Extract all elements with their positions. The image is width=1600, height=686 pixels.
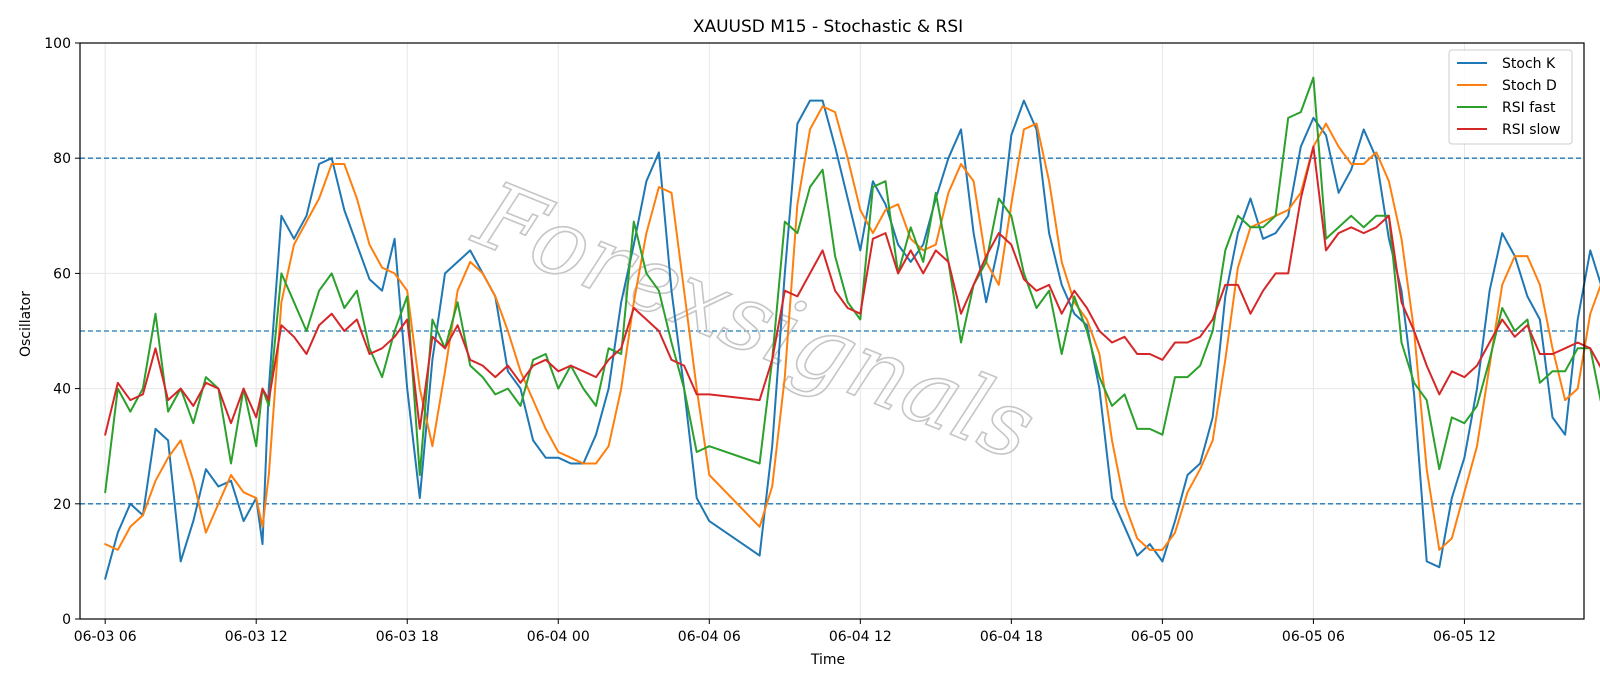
x-tick-label: 06-03 12: [225, 629, 288, 645]
y-tick-label: 0: [62, 612, 71, 628]
legend-label: RSI fast: [1502, 100, 1556, 116]
legend-label: Stoch D: [1502, 78, 1557, 94]
x-tick-label: 06-04 00: [527, 629, 590, 645]
y-tick-label: 40: [53, 382, 71, 398]
x-axis-label: Time: [810, 652, 845, 668]
y-tick-label: 20: [53, 497, 71, 513]
y-axis-ticks: 0 20 40 60 80 100: [44, 36, 80, 628]
series-line: [104, 145, 1600, 436]
legend-label: Stoch K: [1502, 56, 1556, 72]
x-tick-label: 06-05 12: [1433, 629, 1496, 645]
x-tick-label: 06-04 18: [980, 629, 1043, 645]
legend-label: RSI slow: [1502, 122, 1560, 138]
x-tick-label: 06-03 18: [376, 629, 439, 645]
series-line: [104, 99, 1600, 580]
x-tick-label: 06-04 06: [678, 629, 741, 645]
y-tick-label: 60: [53, 266, 71, 282]
series-line: [104, 76, 1600, 494]
plot-frame: [79, 42, 1585, 620]
y-tick-label: 100: [44, 36, 71, 52]
y-tick-label: 80: [53, 151, 71, 167]
chart-title: XAUUSD M15 - Stochastic & RSI: [693, 17, 963, 37]
x-tick-label: 06-05 00: [1131, 629, 1194, 645]
x-axis-ticks: 06-03 06 06-03 12 06-03 18 06-04 00 06-04 06…: [74, 619, 1496, 645]
x-tick-label: 06-03 06: [74, 629, 137, 645]
legend: Stoch K Stoch D RSI fast RSI slow: [1448, 49, 1573, 145]
series-lines: [104, 76, 1600, 580]
legend-box: [1448, 49, 1573, 145]
x-tick-label: 06-04 12: [829, 629, 892, 645]
series-line: [104, 105, 1600, 551]
x-tick-label: 06-05 06: [1282, 629, 1345, 645]
y-axis-label: Oscillator: [18, 291, 34, 357]
